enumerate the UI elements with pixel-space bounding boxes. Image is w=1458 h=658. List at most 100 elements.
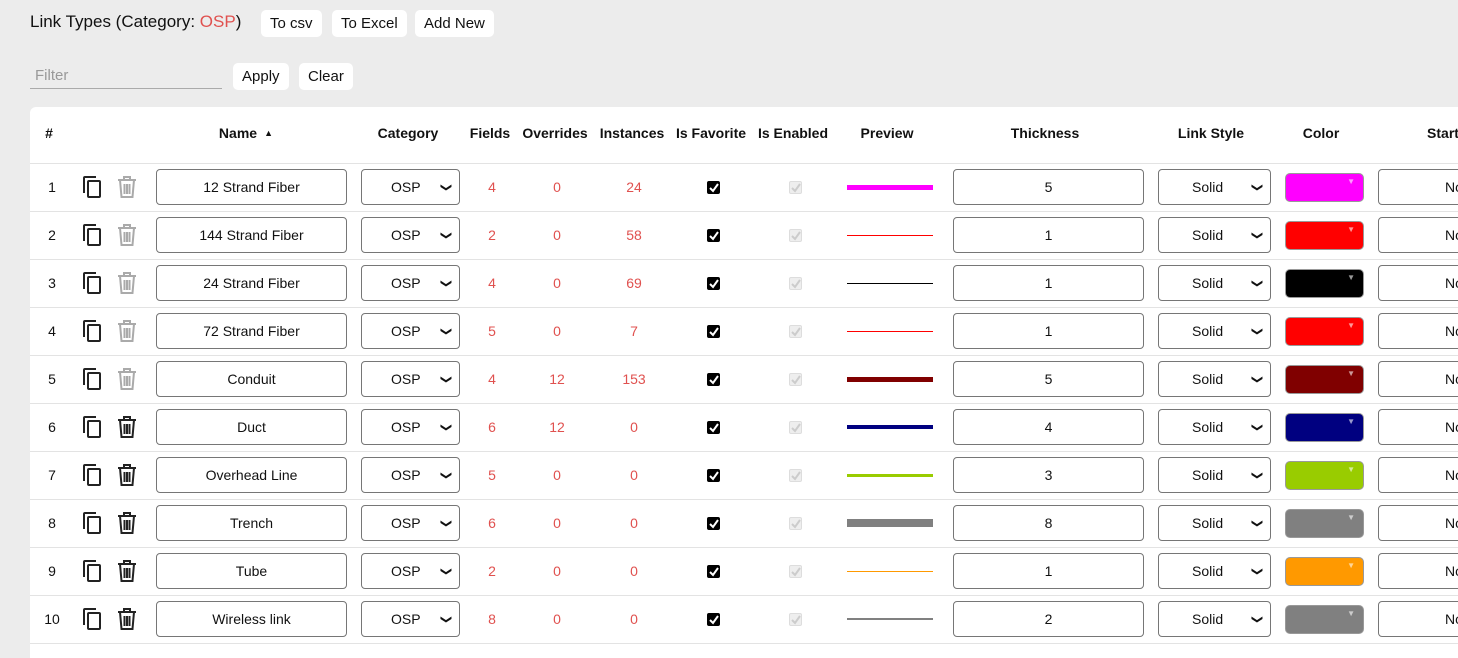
delete-icon[interactable] bbox=[116, 559, 138, 583]
style-select[interactable]: Solid ❯ bbox=[1158, 265, 1271, 301]
category-select[interactable]: OSP ❯ bbox=[361, 409, 460, 445]
favorite-checkbox[interactable] bbox=[707, 325, 720, 338]
category-select[interactable]: OSP ❯ bbox=[361, 361, 460, 397]
category-select[interactable]: OSP ❯ bbox=[361, 505, 460, 541]
start-select[interactable]: No bbox=[1378, 169, 1458, 205]
style-select[interactable]: Solid ❯ bbox=[1158, 313, 1271, 349]
favorite-checkbox[interactable] bbox=[707, 469, 720, 482]
copy-icon[interactable] bbox=[81, 607, 103, 631]
start-select[interactable]: No bbox=[1378, 457, 1458, 493]
delete-icon[interactable] bbox=[116, 463, 138, 487]
start-select[interactable]: No bbox=[1378, 313, 1458, 349]
name-input[interactable]: Overhead Line bbox=[156, 457, 347, 493]
name-input[interactable]: 72 Strand Fiber bbox=[156, 313, 347, 349]
csv-button[interactable]: To csv bbox=[261, 10, 322, 37]
thickness-input[interactable]: 1 bbox=[953, 553, 1144, 589]
category-select[interactable]: OSP ❯ bbox=[361, 601, 460, 637]
color-swatch[interactable]: ▼ bbox=[1285, 365, 1364, 394]
sort-arrow[interactable]: ▲ bbox=[264, 128, 274, 138]
favorite-checkbox[interactable] bbox=[707, 181, 720, 194]
favorite-checkbox[interactable] bbox=[707, 565, 720, 578]
thickness-input[interactable]: 5 bbox=[953, 361, 1144, 397]
thickness-input[interactable]: 1 bbox=[953, 313, 1144, 349]
add-button[interactable]: Add New bbox=[415, 10, 494, 37]
thickness-input[interactable]: 5 bbox=[953, 169, 1144, 205]
style-select[interactable]: Solid ❯ bbox=[1158, 217, 1271, 253]
thickness-input[interactable]: 3 bbox=[953, 457, 1144, 493]
color-swatch[interactable]: ▼ bbox=[1285, 605, 1364, 634]
copy-icon[interactable] bbox=[81, 559, 103, 583]
style-select[interactable]: Solid ❯ bbox=[1158, 505, 1271, 541]
name-input[interactable]: Conduit bbox=[156, 361, 347, 397]
name-input[interactable]: 24 Strand Fiber bbox=[156, 265, 347, 301]
name-input[interactable]: Tube bbox=[156, 553, 347, 589]
delete-icon[interactable] bbox=[116, 319, 138, 343]
delete-icon[interactable] bbox=[116, 607, 138, 631]
name-input[interactable]: 12 Strand Fiber bbox=[156, 169, 347, 205]
thickness-input[interactable]: 4 bbox=[953, 409, 1144, 445]
copy-icon[interactable] bbox=[81, 319, 103, 343]
copy-icon[interactable] bbox=[81, 175, 103, 199]
apply-button[interactable]: Apply bbox=[233, 63, 289, 90]
color-swatch[interactable]: ▼ bbox=[1285, 269, 1364, 298]
favorite-checkbox[interactable] bbox=[707, 421, 720, 434]
thickness-input[interactable]: 1 bbox=[953, 265, 1144, 301]
category-select[interactable]: OSP ❯ bbox=[361, 457, 460, 493]
color-swatch[interactable]: ▼ bbox=[1285, 221, 1364, 250]
name-input[interactable]: Wireless link bbox=[156, 601, 347, 637]
delete-icon[interactable] bbox=[116, 271, 138, 295]
start-select[interactable]: No bbox=[1378, 553, 1458, 589]
favorite-checkbox[interactable] bbox=[707, 517, 720, 530]
color-swatch[interactable]: ▼ bbox=[1285, 509, 1364, 538]
filter-input[interactable]: Filter bbox=[30, 64, 222, 89]
clear-button[interactable]: Clear bbox=[299, 63, 353, 90]
swatch-arrow: ▼ bbox=[1347, 609, 1355, 618]
favorite-checkbox[interactable] bbox=[707, 373, 720, 386]
color-swatch[interactable]: ▼ bbox=[1285, 317, 1364, 346]
category-select[interactable]: OSP ❯ bbox=[361, 313, 460, 349]
category-select[interactable]: OSP ❯ bbox=[361, 169, 460, 205]
style-select[interactable]: Solid ❯ bbox=[1158, 361, 1271, 397]
favorite-checkbox[interactable] bbox=[707, 229, 720, 242]
name-input[interactable]: Duct bbox=[156, 409, 347, 445]
color-swatch[interactable]: ▼ bbox=[1285, 173, 1364, 202]
color-swatch[interactable]: ▼ bbox=[1285, 461, 1364, 490]
copy-icon[interactable] bbox=[81, 463, 103, 487]
style-select[interactable]: Solid ❯ bbox=[1158, 169, 1271, 205]
delete-icon[interactable] bbox=[116, 511, 138, 535]
delete-icon[interactable] bbox=[116, 415, 138, 439]
column-header: Thickness bbox=[1010, 125, 1080, 141]
style-select[interactable]: Solid ❯ bbox=[1158, 457, 1271, 493]
name-input[interactable]: Trench bbox=[156, 505, 347, 541]
thickness-input[interactable]: 1 bbox=[953, 217, 1144, 253]
favorite-checkbox[interactable] bbox=[707, 277, 720, 290]
start-select[interactable]: No bbox=[1378, 505, 1458, 541]
style-select[interactable]: Solid ❯ bbox=[1158, 409, 1271, 445]
copy-icon[interactable] bbox=[81, 511, 103, 535]
category-select[interactable]: OSP ❯ bbox=[361, 217, 460, 253]
color-swatch[interactable]: ▼ bbox=[1285, 413, 1364, 442]
start-select[interactable]: No bbox=[1378, 265, 1458, 301]
start-select[interactable]: No bbox=[1378, 409, 1458, 445]
start-select[interactable]: No bbox=[1378, 217, 1458, 253]
style-select[interactable]: Solid ❯ bbox=[1158, 601, 1271, 637]
favorite-checkbox[interactable] bbox=[707, 613, 720, 626]
delete-icon[interactable] bbox=[116, 223, 138, 247]
category-select[interactable]: OSP ❯ bbox=[361, 553, 460, 589]
name-input[interactable]: 144 Strand Fiber bbox=[156, 217, 347, 253]
delete-icon[interactable] bbox=[116, 367, 138, 391]
excel-button[interactable]: To Excel bbox=[332, 10, 407, 37]
copy-icon[interactable] bbox=[81, 415, 103, 439]
category-select[interactable]: OSP ❯ bbox=[361, 265, 460, 301]
thickness-input[interactable]: 8 bbox=[953, 505, 1144, 541]
chevron: ❯ bbox=[439, 470, 452, 480]
thickness-input[interactable]: 2 bbox=[953, 601, 1144, 637]
delete-icon[interactable] bbox=[116, 175, 138, 199]
copy-icon[interactable] bbox=[81, 271, 103, 295]
start-select[interactable]: No bbox=[1378, 361, 1458, 397]
color-swatch[interactable]: ▼ bbox=[1285, 557, 1364, 586]
start-select[interactable]: No bbox=[1378, 601, 1458, 637]
copy-icon[interactable] bbox=[81, 367, 103, 391]
style-select[interactable]: Solid ❯ bbox=[1158, 553, 1271, 589]
copy-icon[interactable] bbox=[81, 223, 103, 247]
